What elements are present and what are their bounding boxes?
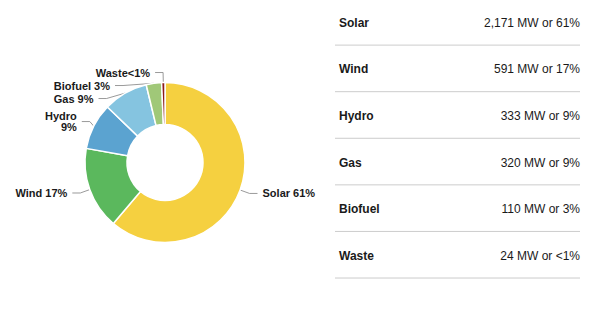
svg-text:Hydro: Hydro <box>45 110 77 123</box>
svg-text:Wind: Wind <box>339 62 368 76</box>
svg-text:Biofuel 3%: Biofuel 3% <box>54 80 110 92</box>
svg-text:Wind 17%: Wind 17% <box>15 187 67 199</box>
svg-text:110 MW or 3%: 110 MW or 3% <box>502 202 581 216</box>
svg-text:Waste: Waste <box>339 249 374 263</box>
svg-text:Gas: Gas <box>339 156 362 170</box>
svg-text:9%: 9% <box>61 121 77 133</box>
svg-text:333 MW or 9%: 333 MW or 9% <box>501 109 581 123</box>
svg-text:Solar: Solar <box>339 16 369 30</box>
svg-text:24 MW or <1%: 24 MW or <1% <box>500 249 580 263</box>
svg-text:Gas 9%: Gas 9% <box>54 93 94 105</box>
svg-text:Solar 61%: Solar 61% <box>263 187 316 199</box>
svg-text:Waste<1%: Waste<1% <box>96 67 151 79</box>
svg-text:591 MW or 17%: 591 MW or 17% <box>494 62 580 76</box>
svg-text:Hydro: Hydro <box>339 109 374 123</box>
svg-text:320 MW or 9%: 320 MW or 9% <box>501 156 581 170</box>
svg-text:Biofuel: Biofuel <box>339 202 380 216</box>
svg-text:2,171 MW or 61%: 2,171 MW or 61% <box>484 16 580 30</box>
